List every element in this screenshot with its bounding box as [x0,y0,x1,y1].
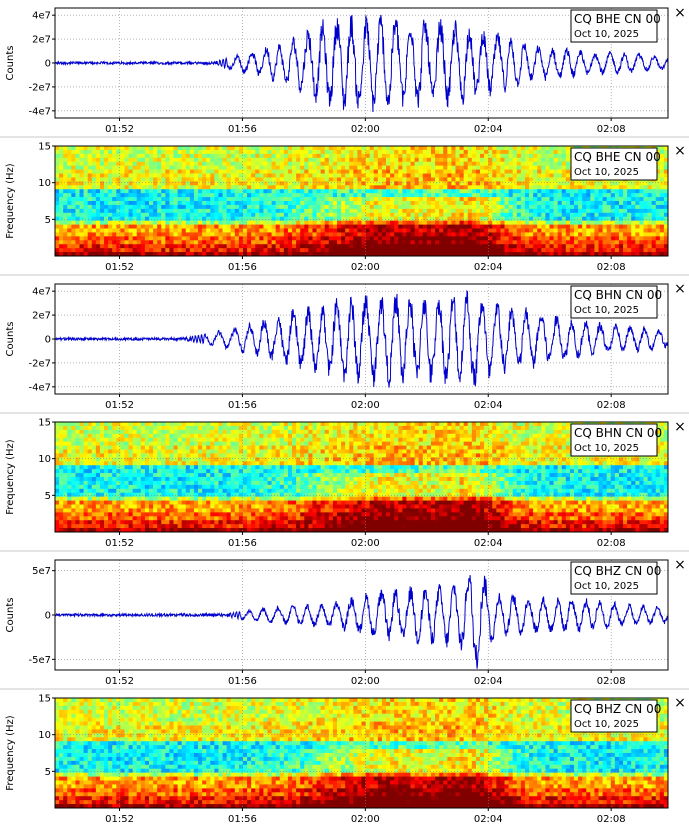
y-tick-label: 15 [38,418,51,429]
bhn-spec-panel: 15 10 5 01:52 01:56 02:00 02:04 02:08 Frequency … [0,412,689,549]
station-label: CQ BHZ CN 00 [574,564,661,578]
bhz-wave-y-axis-label: Counts [5,598,16,633]
y-tick-label: 10 [38,178,51,189]
y-tick-label: 5 [45,215,51,226]
bhe-wave-y-axis-label: Counts [5,46,16,81]
bhz-wave-panel: 5e7 0 -5e7 01:52 01:56 02:00 02:04 02:08 Counts C… [0,550,689,687]
x-tick-label: 02:00 [351,124,380,135]
bhe-spec-axes-frame [54,145,669,257]
close-icon[interactable]: × [674,143,686,159]
y-tick-label: 5 [45,767,51,778]
x-tick-label: 02:08 [597,400,626,411]
x-tick-label: 02:04 [474,538,503,549]
bhn-wave-legend: CQ BHN CN 00 Oct 10, 2025 [570,285,662,319]
date-label: Oct 10, 2025 [574,167,639,178]
x-tick-label: 01:56 [228,400,257,411]
bhe-wave-panel: 4e7 2e7 0 -2e7 -4e7 01:52 01:56 02:00 02:04 02:08… [5,5,686,135]
date-label: Oct 10, 2025 [574,719,639,730]
x-tick-label: 01:56 [228,262,257,273]
station-label: CQ BHN CN 00 [574,426,662,440]
x-tick-label: 01:52 [105,124,134,135]
x-tick-label: 01:52 [105,262,134,273]
bhn-spec-y-axis-label: Frequency (Hz) [5,439,16,515]
y-tick-label: -2e7 [29,358,52,369]
bhn-wave-trace [54,290,669,388]
station-label: CQ BHE CN 00 [574,150,661,164]
close-icon[interactable]: × [674,281,686,297]
x-tick-label: 02:00 [351,814,380,825]
x-tick-label: 01:56 [228,538,257,549]
y-tick-label: 15 [38,694,51,705]
x-tick-label: 02:04 [474,676,503,687]
bhz-spec-legend: CQ BHZ CN 00 Oct 10, 2025 [570,699,661,733]
y-tick-label: 15 [38,142,51,153]
x-tick-label: 02:00 [351,676,380,687]
y-tick-label: 10 [38,730,51,741]
station-label: CQ BHE CN 00 [574,12,661,26]
y-tick-label: -5e7 [29,655,52,666]
x-tick-label: 02:00 [351,262,380,273]
close-icon[interactable]: × [674,5,686,21]
x-tick-label: 02:08 [597,124,626,135]
y-tick-label: 5e7 [32,566,51,577]
y-tick-label: -2e7 [29,82,52,93]
y-tick-label: 0 [45,611,51,622]
x-tick-label: 02:04 [474,124,503,135]
bhn-spec-axes-frame [54,421,669,533]
y-tick-label: 10 [38,454,51,465]
x-tick-label: 01:52 [105,538,134,549]
y-tick-label: 2e7 [32,311,51,322]
x-tick-label: 01:52 [105,676,134,687]
bhe-wave-legend: CQ BHE CN 00 Oct 10, 2025 [570,9,661,43]
date-label: Oct 10, 2025 [574,581,639,592]
x-tick-label: 01:52 [105,400,134,411]
station-label: CQ BHN CN 00 [574,288,662,302]
x-tick-label: 02:08 [597,262,626,273]
bhz-spec-axes-frame [54,697,669,809]
x-tick-label: 01:56 [228,814,257,825]
y-tick-label: 4e7 [32,11,51,22]
date-label: Oct 10, 2025 [574,305,639,316]
bhn-spec-legend: CQ BHN CN 00 Oct 10, 2025 [570,423,662,457]
bhe-spec-y-axis-label: Frequency (Hz) [5,163,16,239]
close-icon[interactable]: × [674,557,686,573]
x-tick-label: 02:08 [597,814,626,825]
date-label: Oct 10, 2025 [574,29,639,40]
y-tick-label: 0 [45,335,51,346]
bhe-spec-legend: CQ BHE CN 00 Oct 10, 2025 [570,147,661,181]
date-label: Oct 10, 2025 [574,443,639,454]
close-icon[interactable]: × [674,695,686,711]
x-tick-label: 02:04 [474,814,503,825]
bhe-wave-grid [55,8,668,118]
bhn-wave-panel: 4e7 2e7 0 -2e7 -4e7 01:52 01:56 02:00 02:04 02:08… [0,274,689,411]
y-tick-label: 0 [45,59,51,70]
x-tick-label: 02:04 [474,400,503,411]
bhe-spec-spectrogram-image [55,146,669,257]
bhz-wave-legend: CQ BHZ CN 00 Oct 10, 2025 [570,561,661,595]
x-tick-label: 02:00 [351,538,380,549]
close-icon[interactable]: × [674,419,686,435]
x-tick-label: 02:08 [597,676,626,687]
y-tick-label: 5 [45,491,51,502]
y-tick-label: 2e7 [32,35,51,46]
bhe-wave-trace [54,14,669,113]
y-tick-label: -4e7 [29,106,52,117]
bhn-wave-y-axis-label: Counts [5,322,16,357]
x-tick-label: 02:00 [351,400,380,411]
bhz-spec-spectrogram-image [55,698,669,809]
bhe-spec-panel: 15 10 5 01:52 01:56 02:00 02:04 02:08 Frequency … [0,136,689,273]
x-tick-label: 01:56 [228,124,257,135]
station-label: CQ BHZ CN 00 [574,702,661,716]
x-tick-label: 02:04 [474,262,503,273]
x-tick-label: 01:52 [105,814,134,825]
x-tick-label: 02:08 [597,538,626,549]
y-tick-label: -4e7 [29,382,52,393]
bhz-spec-y-axis-label: Frequency (Hz) [5,715,16,791]
x-tick-label: 01:56 [228,676,257,687]
bhz-spec-panel: 15 10 5 01:52 01:56 02:00 02:04 02:08 Frequency … [0,688,689,825]
bhz-wave-trace [54,575,669,669]
y-tick-label: 4e7 [32,287,51,298]
